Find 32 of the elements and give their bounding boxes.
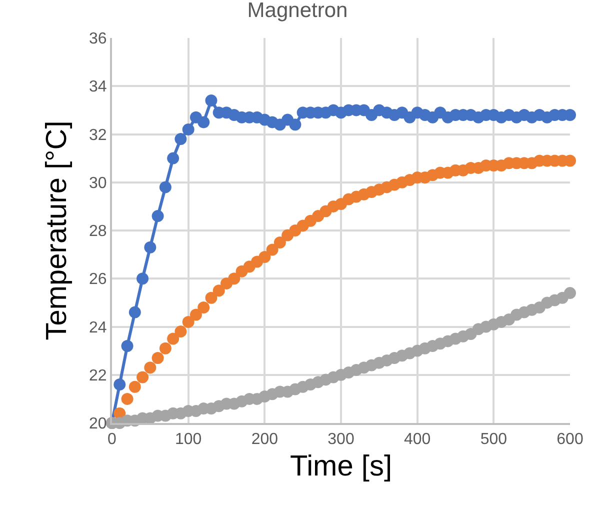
x-tick-label: 500 bbox=[480, 431, 508, 448]
x-tick-label: 300 bbox=[328, 431, 354, 448]
x-tick-label: 400 bbox=[404, 431, 431, 448]
point bbox=[136, 272, 149, 285]
x-axis-title: Time [s] bbox=[290, 450, 392, 482]
x-tick-label: 600 bbox=[556, 431, 584, 448]
y-tick-label: 24 bbox=[89, 319, 107, 336]
point bbox=[167, 152, 180, 164]
y-tick-label: 26 bbox=[89, 271, 107, 288]
point bbox=[198, 116, 210, 128]
chart-title: Magnetron bbox=[247, 0, 348, 22]
point bbox=[114, 378, 126, 390]
point bbox=[152, 210, 164, 222]
point bbox=[182, 123, 194, 136]
point bbox=[121, 340, 134, 352]
point bbox=[174, 133, 187, 146]
x-tick-label: 100 bbox=[174, 431, 202, 448]
y-tick-label: 20 bbox=[89, 416, 107, 433]
point bbox=[205, 94, 218, 107]
x-tick-label: 200 bbox=[251, 431, 278, 448]
y-tick-label: 36 bbox=[89, 30, 107, 48]
y-tick-label: 34 bbox=[89, 78, 107, 96]
y-tick-label: 30 bbox=[89, 174, 107, 192]
y-tick-label: 32 bbox=[89, 126, 107, 144]
point bbox=[159, 181, 172, 194]
y-tick-label: 22 bbox=[89, 367, 107, 384]
point bbox=[128, 306, 141, 318]
y-tick-label: 28 bbox=[89, 223, 107, 240]
point bbox=[289, 118, 302, 131]
y-axis-title: Temperature [°C] bbox=[40, 120, 73, 340]
x-tick-label: 0 bbox=[108, 431, 117, 448]
point bbox=[144, 241, 156, 254]
